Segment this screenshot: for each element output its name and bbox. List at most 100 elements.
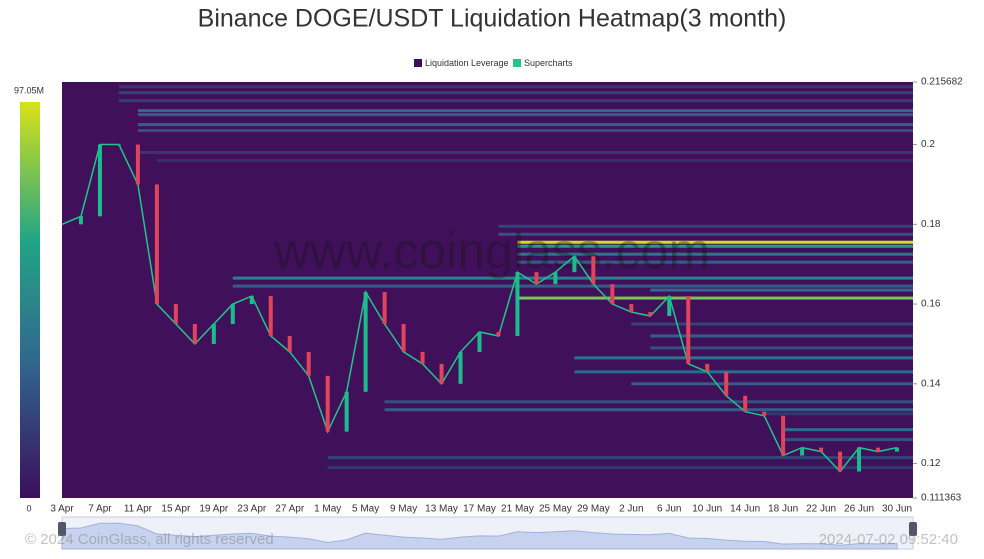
colorbar [20,102,40,498]
legend-swatch [414,59,422,67]
x-tick-label: 25 May [539,504,572,515]
liquidation-band [137,109,914,113]
liquidation-band [118,85,913,89]
liquidation-band [650,346,913,350]
liquidation-band [574,370,913,374]
candle [800,447,805,456]
candle [249,296,254,305]
x-tick-label: 23 Apr [237,504,267,515]
candle [363,292,368,392]
liquidation-band [517,260,913,264]
x-tick-label: 17 May [463,504,496,515]
x-tick-label: 14 Jun [730,504,760,515]
liquidation-band [137,123,914,127]
candle [591,256,596,285]
candle [496,331,501,336]
candle [382,292,387,324]
x-tick-label: 18 Jun [768,504,798,515]
timestamp: 2024-07-02 09:52:40 [819,531,958,548]
liquidation-band [650,288,913,292]
liquidation-band [498,224,913,228]
colorbar-label: 97.05M [14,85,44,95]
liquidation-band [232,276,913,280]
x-tick-label: 10 Jun [692,504,722,515]
colorbar-label: 0 [26,503,31,513]
candle [629,304,634,313]
candle [610,284,615,305]
liquidation-band [384,400,913,404]
navigator-area [61,522,898,550]
x-tick-label: 15 Apr [161,504,191,515]
candle [895,447,899,452]
liquidation-band [118,99,913,103]
liquidation-band [517,296,913,300]
candle [401,323,406,352]
y-tick-label: 0.111363 [921,493,962,504]
liquidation-band [384,408,913,412]
candle [78,216,83,225]
candle [819,447,824,452]
liquidation-band [574,356,913,360]
candle [667,296,672,317]
liquidation-band [118,91,913,95]
x-tick-label: 3 Apr [50,504,74,515]
liquidation-band [137,113,914,117]
candle [344,391,349,432]
liquidation-band [631,322,913,326]
y-tick-label: 0.18 [921,219,941,230]
liquidation-band [517,240,913,244]
x-tick-label: 7 Apr [88,504,112,515]
y-tick-label: 0.12 [921,458,941,469]
candle [135,144,140,185]
x-tick-label: 2 Jun [619,504,643,515]
liquidation-band [764,412,913,416]
liquidation-band [232,284,913,288]
candle [154,184,159,305]
candle [762,411,767,416]
legend-swatch [513,59,521,67]
y-tick-label: 0.215682 [921,77,963,88]
x-tick-label: 29 May [577,504,610,515]
x-tick-label: 21 May [501,504,534,515]
candle [743,395,748,412]
x-tick-label: 6 Jun [657,504,681,515]
liquidation-band [137,151,914,155]
liquidation-band [783,428,913,432]
candle [230,304,235,324]
candle [458,351,463,384]
candle [515,272,520,336]
legend-label: Supercharts [524,58,573,68]
candle [116,144,121,146]
navigator-handle[interactable] [58,522,66,536]
candle [173,304,178,324]
candle [705,363,710,372]
y-tick-label: 0.2 [921,139,935,150]
footer: © 2024 CoinGlass, all rights reserved [25,531,274,548]
candle [838,451,843,472]
candle [534,272,539,285]
candle [420,351,425,364]
candle [325,375,330,432]
chart-title: Binance DOGE/USDT Liquidation Heatmap(3 … [198,5,787,33]
x-tick-label: 19 Apr [199,504,229,515]
candle [724,371,729,396]
y-tick-label: 0.14 [921,378,941,389]
candle [477,331,482,352]
candle [211,323,216,344]
candle [97,144,102,217]
y-tick-label: 0.16 [921,299,941,310]
navigator-handle[interactable] [909,522,917,536]
liquidation-band [517,252,913,256]
candle [572,256,577,273]
x-tick-label: 13 May [425,504,458,515]
liquidation-band [783,438,913,442]
liquidation-band [137,129,914,133]
liquidation-band [517,244,913,248]
candle [876,447,881,452]
candle [857,447,862,472]
watermark: www.coinglass.com [273,223,710,279]
candle [192,323,197,344]
candle [781,415,786,456]
